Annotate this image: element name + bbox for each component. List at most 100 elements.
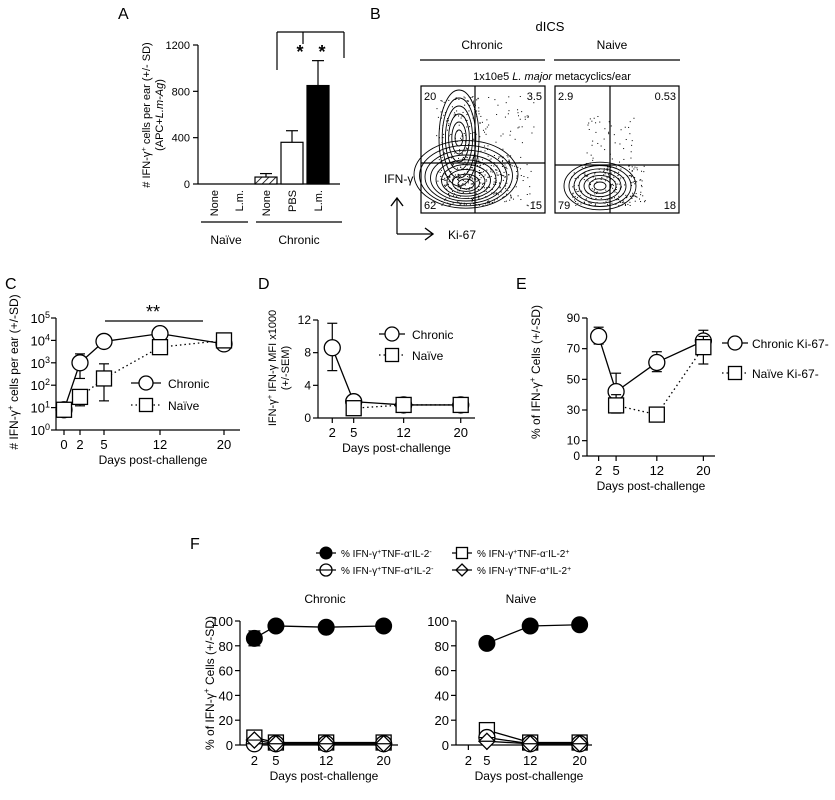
y-tick-label: 0 [304, 411, 311, 425]
event-dot [472, 96, 474, 98]
event-dot [443, 101, 445, 103]
event-dot [614, 172, 616, 174]
event-dot [469, 104, 471, 106]
event-dot [475, 204, 477, 206]
event-dot [495, 141, 497, 143]
event-dot [584, 172, 586, 174]
event-dot [530, 170, 532, 172]
event-dot [596, 193, 598, 195]
event-dot [533, 102, 535, 104]
event-dot [604, 180, 606, 182]
event-dot [595, 122, 597, 124]
event-dot [505, 102, 507, 104]
category-label: L.m. [313, 190, 325, 211]
event-dot [592, 159, 594, 161]
event-dot [496, 174, 498, 176]
event-dot [499, 173, 501, 175]
filled-circle-marker [375, 617, 393, 635]
circle-marker [589, 327, 608, 346]
event-dot [442, 137, 444, 139]
event-dot [492, 202, 494, 204]
event-dot [467, 148, 469, 150]
event-dot [633, 180, 635, 182]
y-label-line: IFN-γ+ IFN-γ MFI x1000 [265, 310, 280, 426]
event-dot [464, 172, 466, 174]
event-dot [526, 164, 528, 166]
circle-marker [727, 335, 743, 351]
event-dot [515, 186, 517, 188]
event-dot [615, 166, 617, 168]
event-dot [462, 191, 464, 193]
event-dot [586, 175, 588, 177]
event-dot [640, 194, 642, 196]
event-dot [526, 115, 528, 117]
event-dot [446, 129, 448, 131]
event-dot [449, 177, 451, 179]
event-dot [503, 196, 505, 198]
panel-letter: B [370, 6, 381, 23]
event-dot [507, 190, 509, 192]
square-marker [648, 406, 665, 423]
event-dot [519, 168, 521, 170]
y-tick-label: 8 [304, 346, 311, 360]
event-dot [618, 195, 620, 197]
event-dot [497, 174, 499, 176]
event-dot [502, 148, 504, 150]
square-marker [345, 400, 362, 417]
event-dot [469, 157, 471, 159]
y-tick-label: 20 [219, 713, 233, 728]
event-dot [606, 170, 608, 172]
event-dot [636, 167, 638, 169]
event-dot [607, 203, 609, 205]
event-dot [524, 118, 526, 120]
event-dot [488, 96, 490, 98]
event-dot [631, 166, 633, 168]
event-dot [457, 179, 459, 181]
event-dot [574, 178, 576, 180]
event-dot [471, 200, 473, 202]
event-dot [600, 197, 602, 199]
event-dot [619, 143, 621, 145]
event-dot [478, 170, 480, 172]
event-dot [499, 186, 501, 188]
square-marker [695, 338, 712, 356]
event-dot [502, 175, 504, 177]
filled-circle-marker [267, 617, 285, 635]
event-dot [477, 165, 479, 167]
event-dot [482, 183, 484, 185]
square-marker [71, 388, 89, 406]
event-dot [634, 200, 636, 202]
x-tick-label: 0 [60, 437, 67, 452]
event-dot [610, 125, 612, 127]
event-dot [484, 150, 486, 152]
event-dot [486, 119, 488, 121]
event-dot [507, 156, 509, 158]
event-dot [468, 144, 470, 146]
event-dot [572, 193, 574, 195]
event-dot [445, 198, 447, 200]
event-dot [620, 177, 622, 179]
event-dot [623, 177, 625, 179]
event-dot [608, 133, 610, 135]
event-dot [636, 196, 638, 198]
event-dot [478, 113, 480, 115]
event-dot [479, 178, 481, 180]
event-dot [458, 115, 460, 117]
event-dot [640, 184, 642, 186]
event-dot [452, 202, 454, 204]
event-dot [451, 106, 453, 108]
event-dot [496, 192, 498, 194]
event-dot [592, 157, 594, 159]
y-tick-label: 80 [435, 639, 449, 654]
event-dot [634, 166, 636, 168]
y-label-text: % of IFN-γ+ Cells (+/-SD) [201, 616, 217, 750]
event-dot [480, 182, 482, 184]
event-dot [523, 175, 525, 177]
event-dot [443, 133, 445, 135]
event-dot [631, 170, 633, 172]
event-dot [457, 167, 459, 169]
event-dot [478, 159, 480, 161]
event-dot [590, 202, 592, 204]
event-dot [498, 158, 500, 160]
event-dot [464, 184, 466, 186]
